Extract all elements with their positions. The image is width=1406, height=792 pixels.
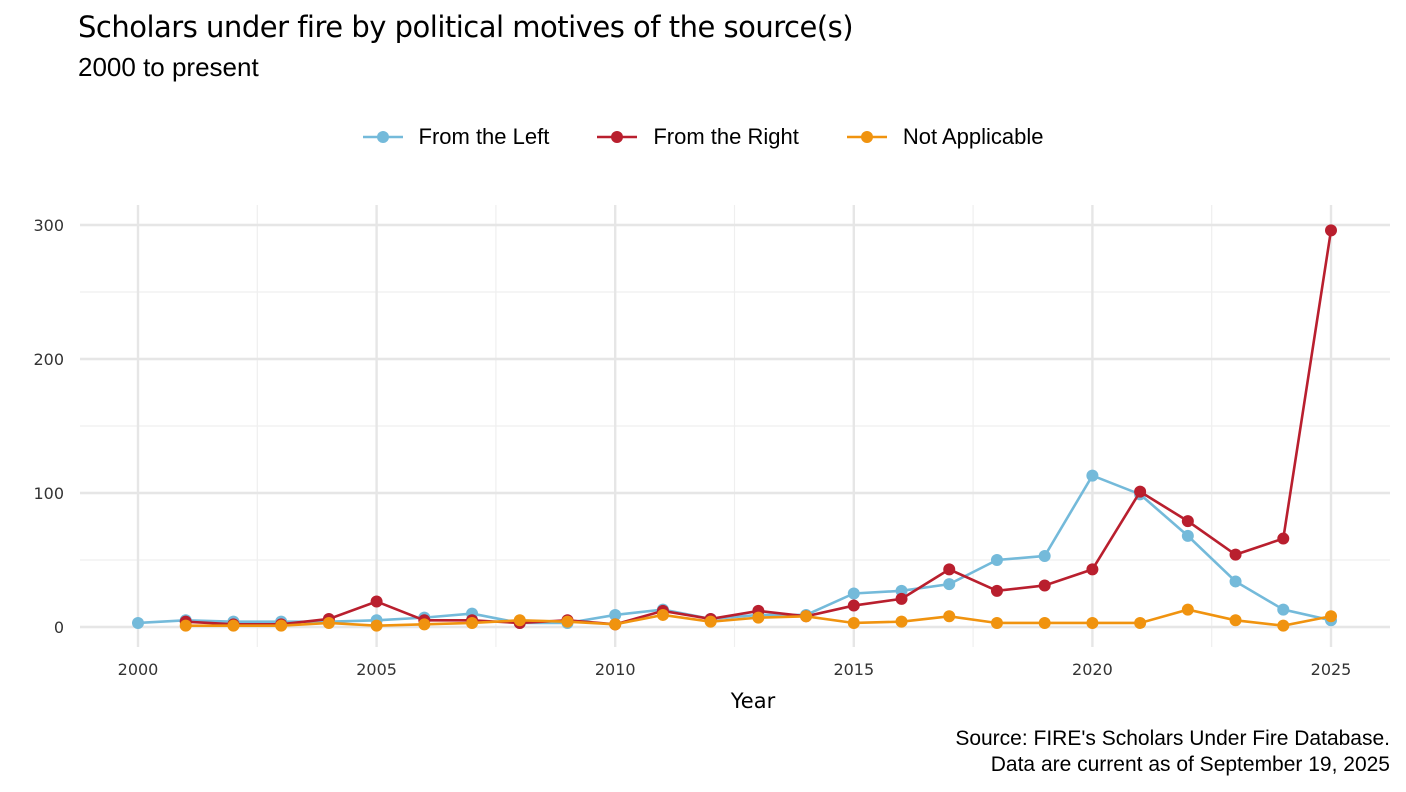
x-tick-label: 2025 <box>1311 660 1352 679</box>
data-point <box>1038 549 1051 562</box>
data-point <box>990 584 1003 597</box>
data-point <box>1229 614 1242 627</box>
legend: From the Left From the Right Not Applicabl… <box>0 124 1406 150</box>
data-point <box>943 563 956 576</box>
data-point <box>847 599 860 612</box>
data-point <box>1086 469 1099 482</box>
data-point <box>990 616 1003 629</box>
data-point <box>895 592 908 605</box>
data-point <box>322 616 335 629</box>
data-point <box>227 619 240 632</box>
data-point <box>1229 548 1242 561</box>
data-point <box>561 615 574 628</box>
data-point <box>1134 616 1147 629</box>
data-point <box>1277 532 1290 545</box>
legend-key-icon <box>597 131 638 143</box>
data-point <box>1038 616 1051 629</box>
data-point <box>1229 575 1242 588</box>
x-axis-label: Year <box>730 689 776 713</box>
legend-label: From the Left <box>418 124 550 149</box>
y-tick-label: 0 <box>54 618 64 637</box>
data-point <box>1181 603 1194 616</box>
data-point <box>943 578 956 591</box>
data-point <box>609 608 622 621</box>
y-tick-label: 300 <box>33 216 64 235</box>
y-tick-label: 100 <box>33 484 64 503</box>
data-point <box>847 616 860 629</box>
legend-item: Not Applicable <box>846 124 1044 150</box>
data-point <box>1325 610 1337 623</box>
data-point <box>466 616 479 629</box>
data-point <box>990 554 1003 566</box>
x-tick-label: 2005 <box>356 660 397 679</box>
data-point <box>418 618 431 631</box>
data-point <box>800 610 813 623</box>
data-point <box>1134 485 1147 498</box>
source-line: Source: FIRE's Scholars Under Fire Datab… <box>955 727 1390 750</box>
data-point <box>132 616 144 629</box>
data-point <box>179 619 192 632</box>
data-point <box>752 611 765 624</box>
source-note: Source: FIRE's Scholars Under Fire Datab… <box>955 726 1390 778</box>
x-tick-label: 2020 <box>1072 660 1113 679</box>
legend-key-icon <box>846 131 887 143</box>
legend-label: From the Right <box>653 124 799 149</box>
data-point <box>943 610 956 623</box>
series-line <box>137 473 1332 625</box>
data-point <box>656 608 669 621</box>
data-point <box>370 619 383 632</box>
data-point <box>609 618 622 631</box>
chart-subtitle: 2000 to present <box>78 52 259 82</box>
data-date-line: Data are current as of September 19, 202… <box>990 753 1390 776</box>
x-tick-label: 2000 <box>118 660 159 679</box>
data-point <box>1038 579 1051 592</box>
legend-label: Not Applicable <box>902 124 1044 149</box>
data-point <box>1086 563 1099 576</box>
legend-item: From the Left <box>362 124 550 150</box>
legend-item: From the Right <box>597 124 799 150</box>
data-point <box>275 619 288 632</box>
data-point <box>1086 616 1099 629</box>
data-point <box>1325 224 1337 237</box>
data-point <box>370 595 383 608</box>
data-point <box>1277 619 1290 632</box>
data-point <box>895 615 908 628</box>
series-line <box>185 230 1333 626</box>
x-tick-label: 2010 <box>595 660 636 679</box>
y-tick-label: 200 <box>33 350 64 369</box>
data-point <box>847 587 860 600</box>
data-point <box>513 614 526 627</box>
chart-title: Scholars under fire by political motives… <box>78 10 854 44</box>
legend-key-icon <box>362 131 403 143</box>
data-point <box>1277 603 1290 616</box>
x-tick-label: 2015 <box>833 660 874 679</box>
data-point <box>1181 515 1194 528</box>
data-point <box>1181 529 1194 542</box>
data-point <box>704 615 717 628</box>
